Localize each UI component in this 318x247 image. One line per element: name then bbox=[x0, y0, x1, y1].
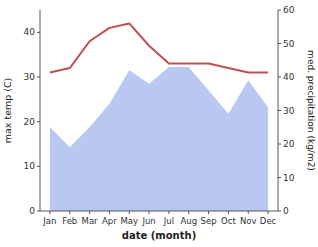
x-tick-label: Sep bbox=[201, 216, 217, 226]
x-tick bbox=[49, 211, 50, 214]
x-tick bbox=[248, 211, 249, 214]
x-axis-line bbox=[40, 211, 278, 212]
x-tick-label: Nov bbox=[240, 216, 257, 226]
x-tick-label: Jun bbox=[141, 216, 155, 226]
y-tick-label: 40 bbox=[24, 27, 36, 37]
x-tick-label: Apr bbox=[102, 216, 117, 226]
y2-tick bbox=[278, 211, 281, 212]
y-tick bbox=[37, 211, 40, 212]
chart: 0 10 20 30 40 0 10 20 30 40 50 60 Jan Feb MarAprMayJun… bbox=[0, 0, 318, 247]
x-tick bbox=[208, 211, 209, 214]
y2-tick-label: 30 bbox=[283, 106, 295, 116]
y2-tick bbox=[278, 110, 281, 111]
y-tick-label: 10 bbox=[24, 161, 36, 171]
x-tick-label: Aug bbox=[180, 216, 197, 226]
y-tick bbox=[37, 121, 40, 122]
x-tick bbox=[129, 211, 130, 214]
precipitation-area bbox=[50, 67, 268, 211]
y-tick-label: 20 bbox=[24, 117, 36, 127]
y-axis-line bbox=[40, 10, 41, 211]
x-tick-label: Jul bbox=[163, 216, 174, 226]
y2-tick bbox=[278, 177, 281, 178]
y2-tick bbox=[278, 144, 281, 145]
y2-axis-label: med. precipitation (kg/m2) bbox=[306, 50, 316, 171]
x-tick-label: Mar bbox=[82, 216, 99, 226]
x-tick bbox=[69, 211, 70, 214]
y-tick-label: 0 bbox=[29, 206, 35, 216]
y2-tick-label: 0 bbox=[283, 206, 289, 216]
chart-container: 0 10 20 30 40 0 10 20 30 40 50 60 Jan Feb MarAprMayJun… bbox=[0, 0, 318, 247]
x-tick bbox=[268, 211, 269, 214]
y2-tick-label: 60 bbox=[283, 5, 295, 15]
x-tick bbox=[168, 211, 169, 214]
y-tick-label: 30 bbox=[24, 72, 36, 82]
y2-tick bbox=[278, 43, 281, 44]
y2-tick-label: 20 bbox=[283, 139, 295, 149]
y-tick bbox=[37, 166, 40, 167]
x-tick-label: Dec bbox=[260, 216, 277, 226]
y-tick bbox=[37, 77, 40, 78]
x-tick-label: Oct bbox=[221, 216, 236, 226]
x-tick bbox=[188, 211, 189, 214]
temperature-line bbox=[50, 23, 268, 72]
x-tick-label: Feb bbox=[62, 216, 77, 226]
y2-tick bbox=[278, 10, 281, 11]
x-tick bbox=[109, 211, 110, 214]
y2-tick bbox=[278, 77, 281, 78]
x-tick bbox=[149, 211, 150, 214]
x-tick-label: May bbox=[120, 216, 138, 226]
y2-tick-label: 40 bbox=[283, 72, 295, 82]
y2-tick-label: 10 bbox=[283, 173, 295, 183]
x-tick bbox=[89, 211, 90, 214]
x-axis-label: date (month) bbox=[122, 230, 196, 241]
x-tick-label: Jan bbox=[42, 216, 56, 226]
plot-area bbox=[50, 23, 268, 211]
y2-tick-label: 50 bbox=[283, 39, 295, 49]
y-tick bbox=[37, 32, 40, 33]
x-tick bbox=[228, 211, 229, 214]
y-axis-label: max temp (C) bbox=[2, 78, 13, 144]
